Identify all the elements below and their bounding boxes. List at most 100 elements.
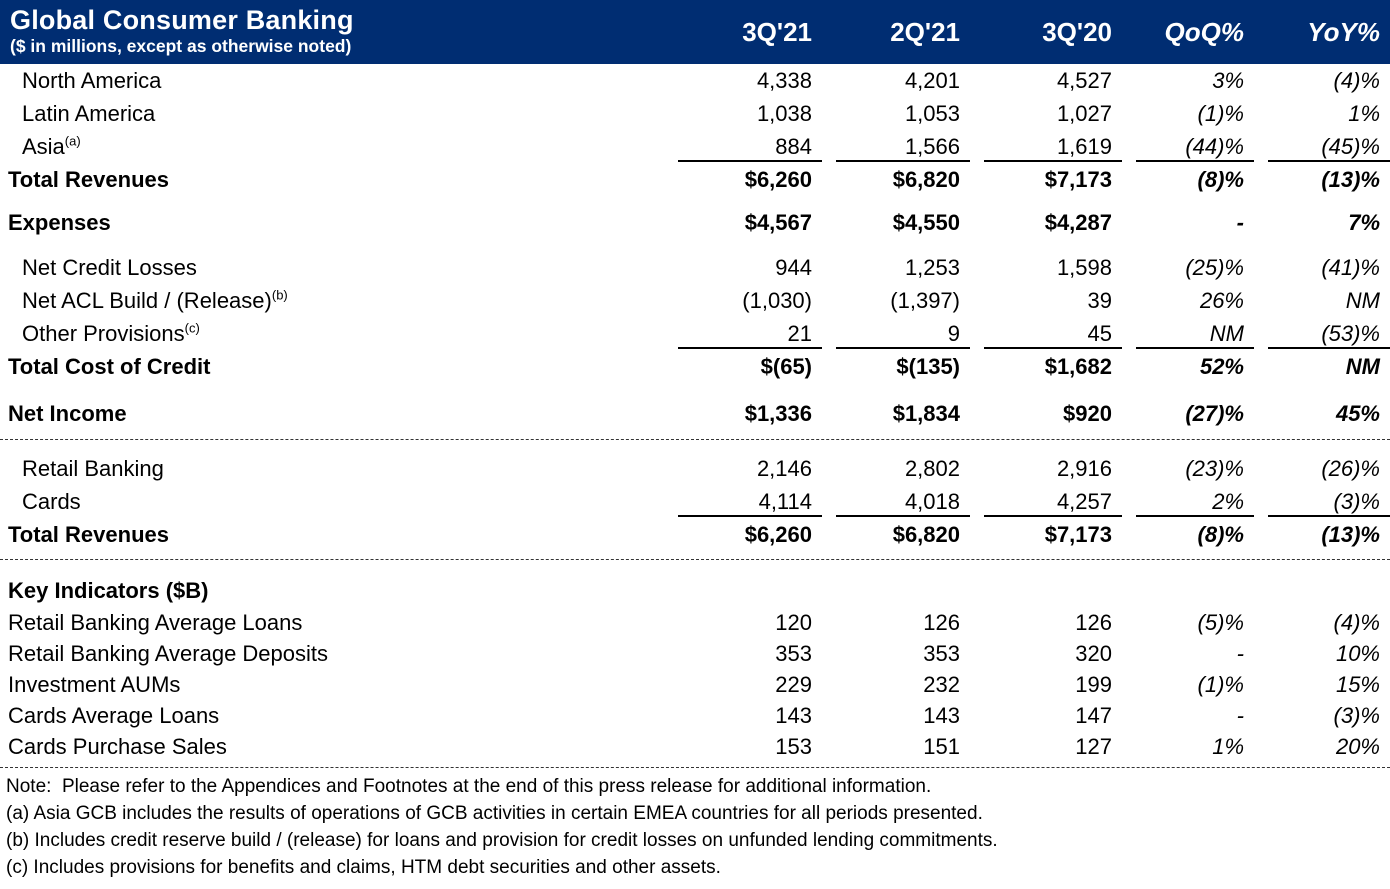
data-cell: (1,397) xyxy=(890,287,960,313)
table-row: Other Provisions(c) 21 9 45 NM (53)% xyxy=(0,317,1390,350)
data-cell: 884 xyxy=(676,130,822,163)
row-label-text: Cards Purchase Sales xyxy=(8,733,227,759)
data-cell: (3)% xyxy=(1333,702,1380,728)
data-cell: 1,566 xyxy=(822,130,970,163)
dashed-divider xyxy=(0,767,1390,768)
data-cell: 151 xyxy=(923,733,960,759)
data-cell: 7% xyxy=(1348,209,1380,235)
row-label-text: Retail Banking Average Loans xyxy=(8,609,303,635)
data-cell: 20% xyxy=(1335,733,1380,759)
row-label-text: Expenses xyxy=(8,209,111,235)
table-row: Latin America 1,038 1,053 1,027 (1)% 1% xyxy=(0,97,1390,130)
data-cell: (25)% xyxy=(1185,254,1244,280)
footnote: (a) Asia GCB includes the results of ope… xyxy=(6,803,983,824)
data-cell: 4,338 xyxy=(756,67,812,93)
table-row: Total Revenues $6,260 $6,820 $7,173 (8)% (13)… xyxy=(0,518,1390,551)
row-label-text: Retail Banking Average Deposits xyxy=(8,640,329,666)
data-cell: (5)% xyxy=(1197,609,1244,635)
row-label-text: Cards xyxy=(22,488,81,514)
row-label: North America xyxy=(0,68,676,94)
row-label-text: Total Cost of Credit xyxy=(8,353,211,379)
table-row: Total Revenues $6,260 $6,820 $7,173 (8)% (13)… xyxy=(0,163,1390,196)
data-cell: (41)% xyxy=(1321,254,1380,280)
row-label: Other Provisions(c) xyxy=(0,321,676,347)
data-cell: 26% xyxy=(1199,287,1244,313)
data-cell: 4,257 xyxy=(970,485,1122,518)
dashed-divider xyxy=(0,559,1390,560)
row-label: Cards Purchase Sales xyxy=(0,734,676,760)
footnote: Note: Please refer to the Appendices and… xyxy=(6,776,932,797)
data-cell: 10% xyxy=(1335,640,1380,666)
data-cell: 147 xyxy=(1075,702,1112,728)
data-cell: $6,260 xyxy=(744,521,812,547)
data-cell: 15% xyxy=(1335,671,1380,697)
data-cell: 944 xyxy=(775,254,812,280)
row-label-text: Retail Banking xyxy=(22,455,164,481)
row-label-text: Net ACL Build / (Release) xyxy=(22,287,272,313)
row-label-text: Total Revenues xyxy=(8,521,169,547)
row-label: Total Revenues xyxy=(0,167,676,193)
table-row: Net ACL Build / (Release)(b) (1,030) (1,39… xyxy=(0,284,1390,317)
row-label-text: Other Provisions xyxy=(22,320,185,346)
footnote-marker: (c) xyxy=(184,320,200,336)
data-cell: 353 xyxy=(923,640,960,666)
data-cell: 229 xyxy=(775,671,812,697)
data-cell: 1,053 xyxy=(904,100,960,126)
table-row: North America 4,338 4,201 4,527 3% (4)% xyxy=(0,64,1390,97)
data-cell: (1)% xyxy=(1197,671,1244,697)
data-cell: (4)% xyxy=(1333,67,1380,93)
data-cell: 120 xyxy=(775,609,812,635)
column-header-qoq: QoQ% xyxy=(1164,16,1244,47)
row-label: Total Cost of Credit xyxy=(0,354,676,380)
data-cell: 4,201 xyxy=(904,67,960,93)
data-cell: (1,030) xyxy=(742,287,812,313)
report-header-left: Global Consumer Banking ($ in millions, … xyxy=(0,0,676,64)
footnote-marker: (a) xyxy=(64,133,81,149)
spacer xyxy=(0,551,1390,559)
row-label: Cards Average Loans xyxy=(0,703,676,729)
data-cell: 127 xyxy=(1075,733,1112,759)
data-cell: $920 xyxy=(1063,400,1112,426)
row-label: Expenses xyxy=(0,210,676,236)
data-cell: (45)% xyxy=(1254,130,1390,163)
table-row: Cards 4,114 4,018 4,257 2% (3)% xyxy=(0,485,1390,518)
row-label: Retail Banking Average Deposits xyxy=(0,641,676,667)
data-cell: 153 xyxy=(775,733,812,759)
data-cell: 3% xyxy=(1212,67,1244,93)
table-row: Total Cost of Credit $(65) $(135) $1,682 52%… xyxy=(0,350,1390,383)
data-cell: 45 xyxy=(970,317,1122,350)
data-cell: NM xyxy=(1345,353,1380,379)
row-label: Latin America xyxy=(0,101,676,127)
table-row: Key Indicators ($B) xyxy=(0,574,1390,607)
column-header-3q21: 3Q'21 xyxy=(742,16,812,47)
row-label: Investment AUMs xyxy=(0,672,676,698)
table-row: Cards Average Loans 143 143 147 - (3)% xyxy=(0,700,1390,731)
data-cell: 39 xyxy=(1087,287,1112,313)
data-cell: 52% xyxy=(1199,353,1244,379)
data-cell: 2% xyxy=(1122,485,1254,518)
data-cell: 126 xyxy=(1075,609,1112,635)
row-label: Total Revenues xyxy=(0,522,676,548)
data-cell: 45% xyxy=(1335,400,1380,426)
row-label-text: Asia xyxy=(22,133,65,159)
spacer xyxy=(0,430,1390,439)
data-cell: 353 xyxy=(775,640,812,666)
footnote-marker: (b) xyxy=(271,287,288,303)
table-row: Retail Banking Average Loans 120 126 126 (5)… xyxy=(0,607,1390,638)
data-cell: 2,916 xyxy=(1056,455,1112,481)
data-cell: 2,146 xyxy=(756,455,812,481)
data-cell: (4)% xyxy=(1333,609,1380,635)
data-cell: - xyxy=(1236,209,1244,235)
data-cell: 1,027 xyxy=(1056,100,1112,126)
data-cell: $(65) xyxy=(760,353,812,379)
footnote: (b) Includes credit reserve build / (rel… xyxy=(6,830,998,851)
table-row: Net Income $1,336 $1,834 $920 (27)% 45% xyxy=(0,397,1390,430)
table-row: Investment AUMs 229 232 199 (1)% 15% xyxy=(0,669,1390,700)
data-cell: (26)% xyxy=(1321,455,1380,481)
column-header-yoy: YoY% xyxy=(1307,16,1380,47)
row-label: Net Credit Losses xyxy=(0,255,676,281)
row-label-text: Investment AUMs xyxy=(8,671,181,697)
data-cell: (1)% xyxy=(1197,100,1244,126)
spacer xyxy=(0,440,1390,452)
data-cell xyxy=(1122,574,1254,607)
